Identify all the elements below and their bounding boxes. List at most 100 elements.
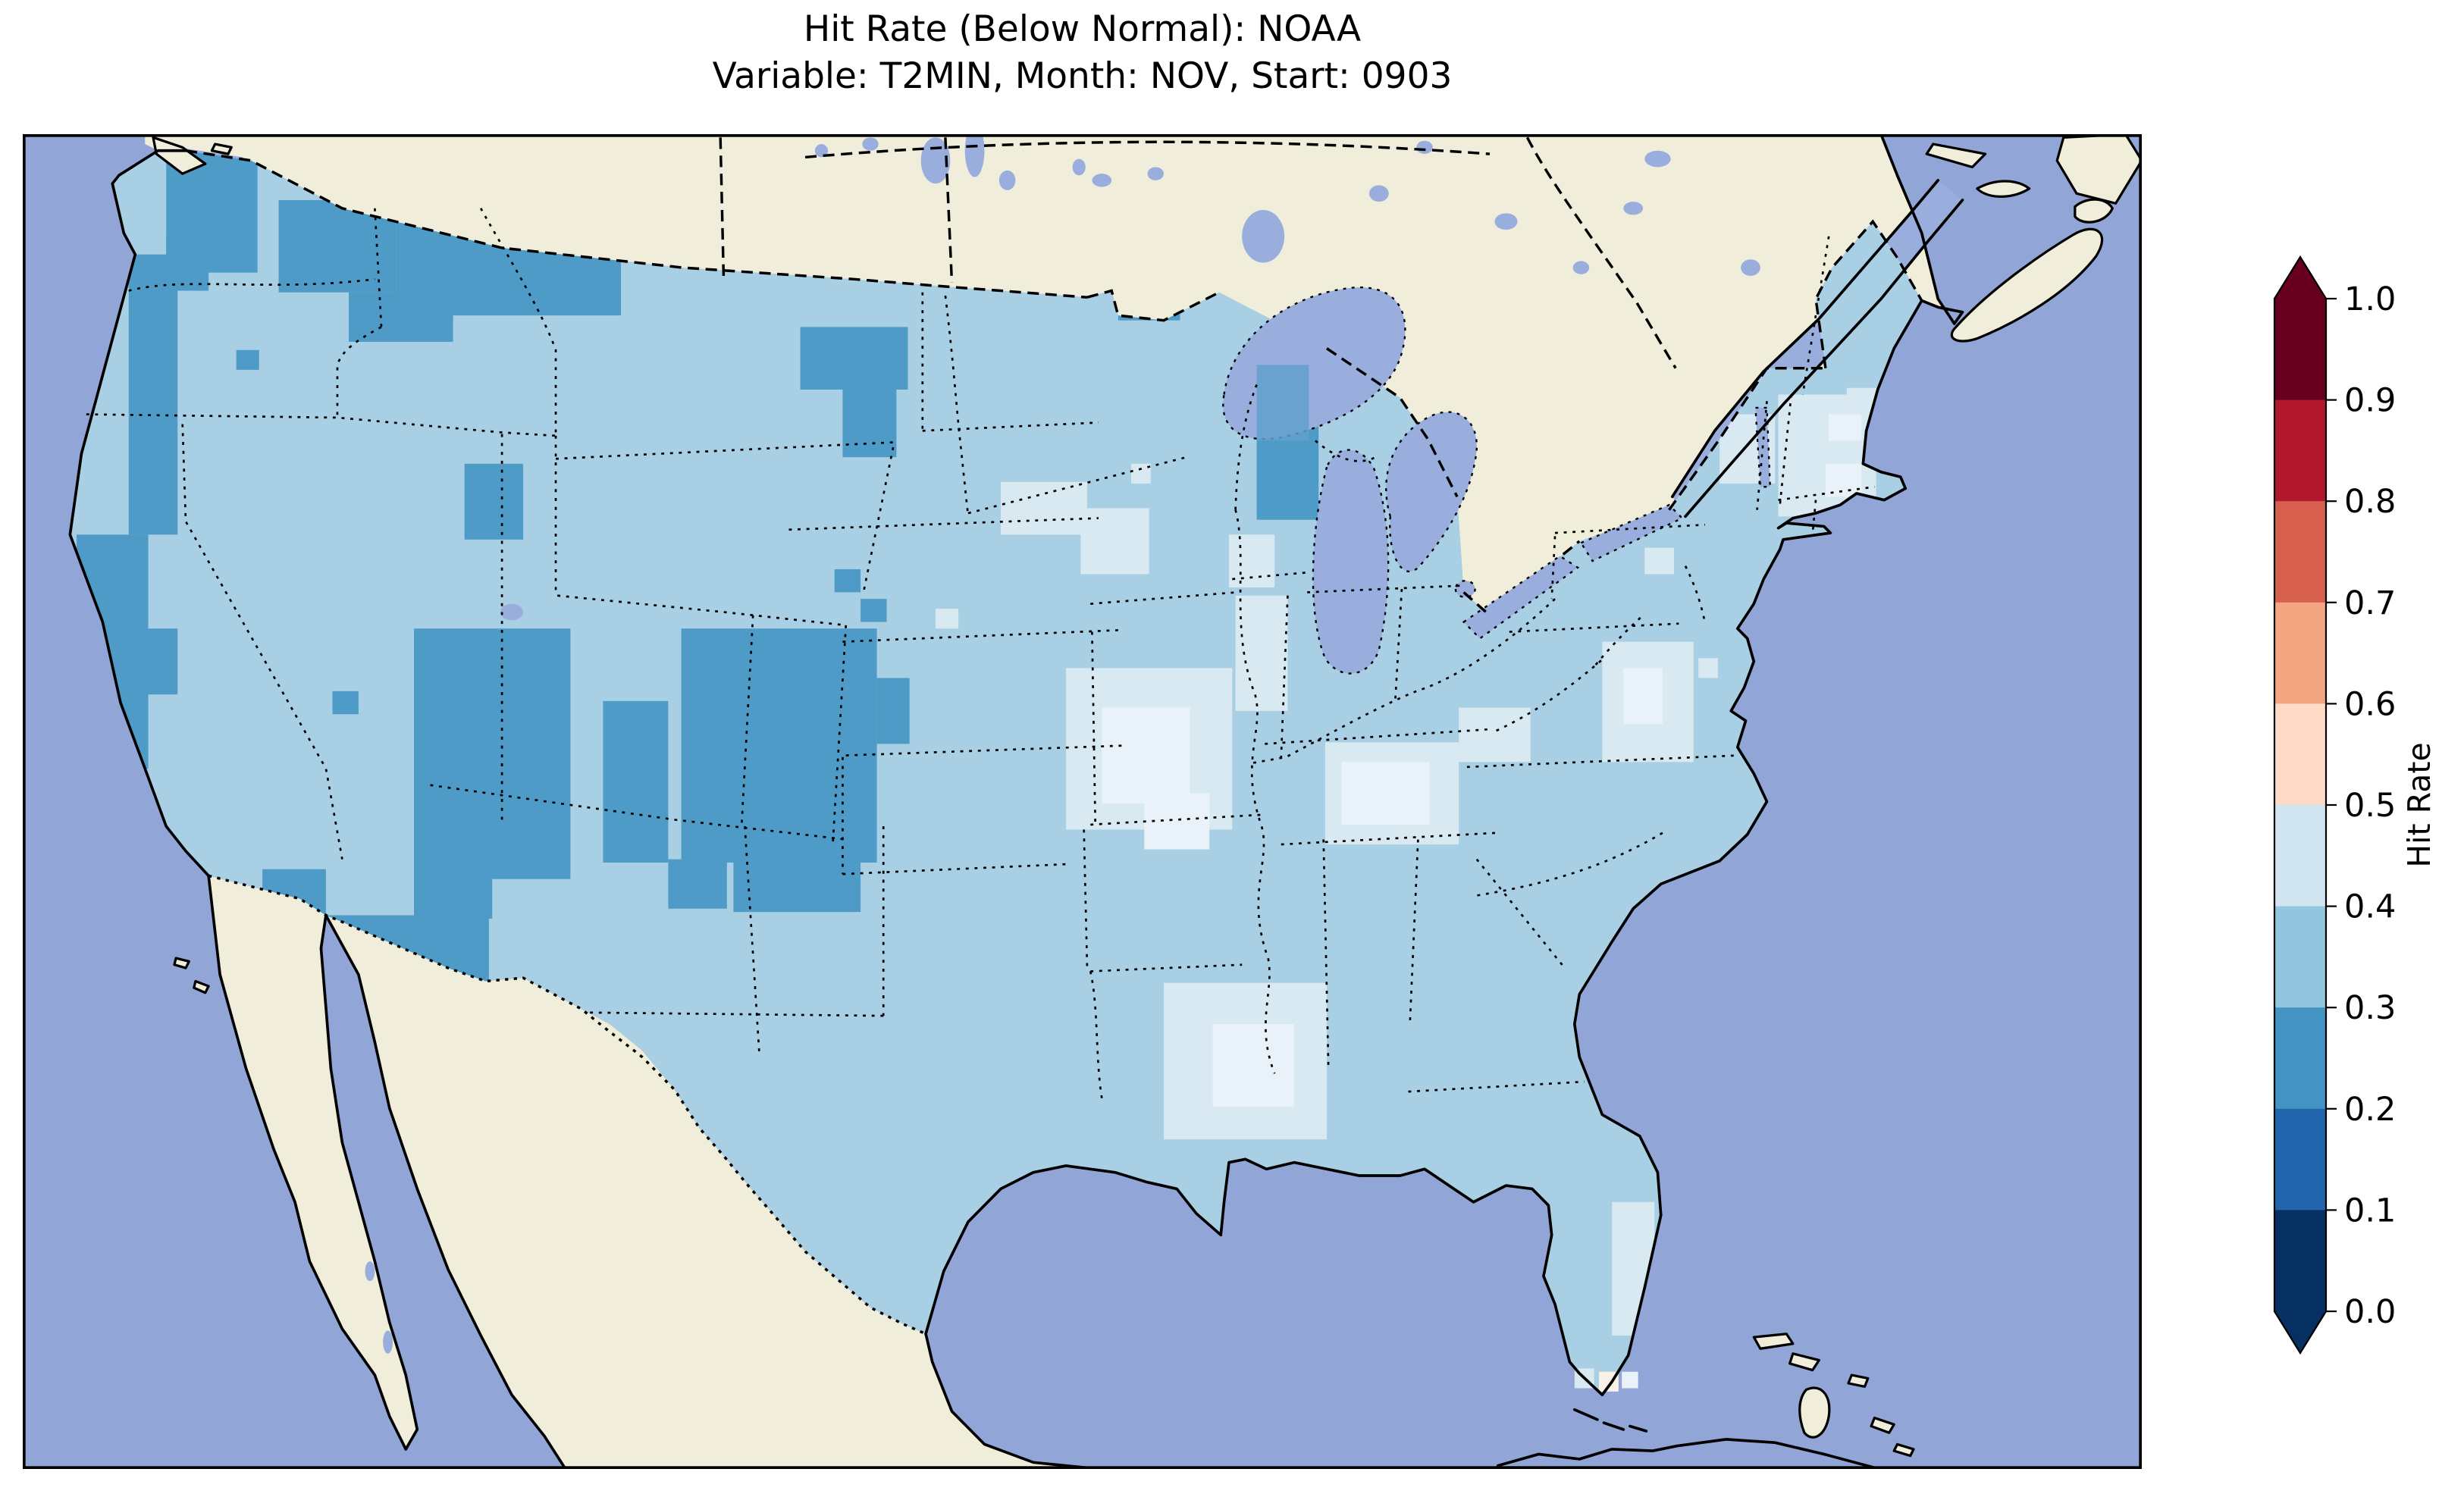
state-border <box>744 826 761 1057</box>
colorbar-segment <box>2274 399 2326 502</box>
state-border <box>842 756 1067 875</box>
state-border <box>1496 657 1605 732</box>
hit-rate-cell <box>603 700 669 863</box>
hit-rate-cell <box>414 869 493 919</box>
international-border <box>719 137 726 280</box>
state-border <box>1466 754 1738 769</box>
coastline <box>924 299 1923 1397</box>
state-border <box>374 208 383 327</box>
state-border <box>1554 523 1705 534</box>
state-border <box>181 424 343 860</box>
colorbar-segment <box>2274 1210 2326 1312</box>
state-border <box>1594 614 1644 666</box>
state-border <box>1408 1080 1585 1093</box>
hit-rate-cell <box>733 826 861 913</box>
small-lake <box>1072 158 1086 176</box>
colorbar-tick-label: 0.7 <box>2344 584 2396 622</box>
hit-rate-cell <box>349 292 453 342</box>
small-lake <box>1368 185 1389 202</box>
state-border <box>842 629 1118 643</box>
canada-land <box>145 134 1963 615</box>
state-border <box>863 446 895 591</box>
island <box>2055 134 2142 205</box>
state-border <box>832 625 848 843</box>
island <box>193 979 210 994</box>
hit-rate-cell <box>1001 481 1087 535</box>
state-border <box>1248 598 1556 765</box>
island <box>1870 1416 1895 1434</box>
international-borders <box>185 136 1923 1336</box>
lake <box>1454 579 1476 599</box>
colorbar-tick-label: 0.9 <box>2344 382 2396 420</box>
hit-rate-cell <box>1212 1024 1294 1107</box>
state-border <box>1090 813 1262 826</box>
hit-rate-cell <box>936 609 959 629</box>
colorbar-segment <box>2274 602 2326 704</box>
state-border <box>1684 565 1707 622</box>
figure-title: Hit Rate (Below Normal): NOAA Variable: … <box>23 6 2142 100</box>
international-border <box>185 149 1088 299</box>
coastline <box>68 149 210 878</box>
hit-rate-cell <box>800 327 908 390</box>
state-border <box>1476 832 1663 897</box>
colorbar-segment <box>2274 703 2326 806</box>
island <box>210 143 233 155</box>
colorbar-segment <box>2274 805 2326 907</box>
small-lake <box>1416 140 1433 155</box>
islands <box>152 134 2142 1458</box>
state-border <box>845 744 1125 756</box>
state-border <box>1779 394 1793 506</box>
colorbar-arrow-top <box>2274 257 2326 299</box>
hit-rate-cell <box>332 691 359 715</box>
hit-rate-cell <box>1623 668 1663 725</box>
hit-rate-cell <box>834 568 861 593</box>
state-border <box>1232 571 1308 581</box>
state-border <box>1315 440 1377 462</box>
hit-rate-cell <box>1698 658 1718 678</box>
colorbar-segment <box>2274 906 2326 1008</box>
colorbar-tick-label: 0.3 <box>2344 989 2396 1027</box>
international-border <box>944 137 954 283</box>
hit-rate-cell <box>414 628 571 879</box>
state-borders <box>86 208 1875 1099</box>
small-lake <box>964 134 985 177</box>
international-border <box>1086 289 1220 322</box>
hit-rate-cell <box>1102 707 1190 803</box>
state-border <box>1265 728 1494 745</box>
coastline <box>1496 1438 1881 1469</box>
colorbar: 1.0 0.9 0.8 0.7 0.6 0.5 0.4 0.3 0.2 0.1 0.0 Hit Rat… <box>2273 255 2437 1355</box>
small-lake <box>814 144 829 158</box>
state-border <box>1280 595 1289 757</box>
coastline <box>207 874 419 1451</box>
state-border <box>1409 839 1419 1025</box>
colorbar-arrow-bottom <box>2274 1311 2326 1353</box>
small-lake <box>1494 213 1518 230</box>
hit-rate-cell <box>1622 1371 1638 1389</box>
international-border <box>804 140 1491 159</box>
state-border <box>1778 485 1875 501</box>
island <box>1847 1373 1870 1388</box>
small-lake <box>920 137 951 184</box>
us-base-hitrate <box>70 150 1922 1395</box>
coastline <box>1670 179 1964 518</box>
hit-rate-cell <box>861 599 887 622</box>
colorbar-segment <box>2274 1108 2326 1211</box>
title-line-2: Variable: T2MIN, Month: NOV, Start: 0903 <box>712 55 1453 98</box>
small-lake <box>1572 261 1590 274</box>
coastline <box>1879 134 1964 325</box>
small-lake <box>1623 202 1644 215</box>
hit-rate-cell <box>842 381 897 458</box>
colorbar-tick-label: 0.0 <box>2344 1293 2396 1331</box>
hit-rate-cell <box>1825 463 1862 497</box>
state-border <box>479 208 557 436</box>
international-border <box>1668 366 1826 511</box>
lake-superior-overlay <box>1256 365 1309 441</box>
state-border <box>1801 236 1830 395</box>
small-lake <box>500 603 524 621</box>
lake <box>1579 503 1684 562</box>
map-frame <box>23 134 2142 1469</box>
hit-rate-cell <box>1229 534 1275 587</box>
state-border <box>557 594 846 627</box>
title-line-1: Hit Rate (Below Normal): NOAA <box>803 8 1362 50</box>
hit-rate-cell <box>876 678 910 744</box>
